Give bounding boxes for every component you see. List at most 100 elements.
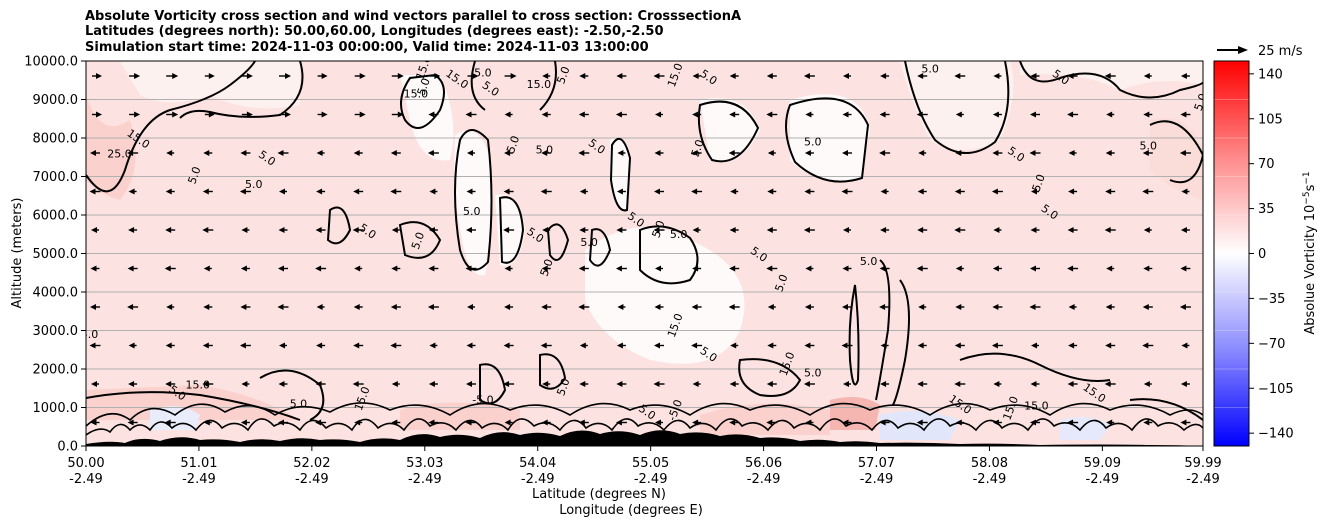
wind-vector xyxy=(1105,150,1115,156)
wind-vector xyxy=(691,150,702,156)
wind-vector xyxy=(654,188,664,195)
x-tick-label-lon: -2.49 xyxy=(860,472,894,487)
wind-vector xyxy=(542,381,551,387)
wind-vector xyxy=(692,265,702,272)
wind-vector xyxy=(166,150,175,156)
wind-vector xyxy=(128,227,138,233)
wind-vector xyxy=(390,342,402,349)
wind-vector xyxy=(427,150,439,156)
x-tick-label-lat: 57.07 xyxy=(858,456,895,471)
wind-vector xyxy=(1068,188,1078,195)
wind-vector xyxy=(916,265,928,272)
wind-vector xyxy=(164,419,176,426)
contour-label: 25.0 xyxy=(107,147,132,160)
contour-lines xyxy=(86,61,1203,421)
wind-vector xyxy=(315,381,326,387)
wind-vector xyxy=(1142,150,1153,156)
x-tick-label-lat: 50.00 xyxy=(67,456,104,471)
wind-vector xyxy=(805,419,814,426)
wind-vector xyxy=(1031,342,1039,349)
wind-vector xyxy=(429,188,438,195)
wind-vector xyxy=(616,342,626,349)
wind-vector xyxy=(503,381,515,387)
contour-label: 5.0 xyxy=(860,255,878,268)
chart-title-line-1: Absolute Vorticity cross section and win… xyxy=(85,9,742,24)
x-tick-label-lon: -2.49 xyxy=(747,472,781,487)
wind-vector xyxy=(1104,381,1116,387)
wind-vector xyxy=(615,419,627,426)
wind-vector xyxy=(504,111,513,118)
wind-vector xyxy=(692,227,701,233)
wind-vector xyxy=(202,381,214,387)
wind-vector xyxy=(278,265,288,272)
wind-vector xyxy=(992,304,1003,310)
wind-vector xyxy=(354,73,366,79)
wind-vector xyxy=(89,342,101,349)
wind-vector xyxy=(467,73,479,79)
wind-vector xyxy=(654,304,664,310)
wind-vector xyxy=(1142,188,1154,195)
wind-vector xyxy=(955,150,965,156)
wind-vector xyxy=(540,188,552,195)
wind-vector xyxy=(729,381,739,387)
wind-vector xyxy=(428,227,438,233)
y-tick-label: 3000.0 xyxy=(33,324,79,339)
wind-vector xyxy=(879,419,890,426)
y-axis: 0.0 1000.0 2000.0 3000.0 4000.0 5000.0 6000.0 7… xyxy=(24,55,86,455)
wind-vector xyxy=(917,73,928,79)
wind-vector xyxy=(166,111,179,118)
wind-vector xyxy=(954,381,966,387)
wind-vector xyxy=(239,342,251,349)
wind-vector xyxy=(1105,342,1116,349)
wind-vector xyxy=(954,188,965,195)
wind-vector xyxy=(391,227,400,233)
wind-vector xyxy=(578,150,590,156)
wind-vector xyxy=(917,381,928,387)
contour-label: 5.0 xyxy=(474,66,492,79)
x-tick-label-lon: -2.49 xyxy=(521,472,555,487)
wind-vector xyxy=(128,342,137,349)
wind-vector xyxy=(1067,419,1079,426)
wind-vector xyxy=(316,150,325,156)
wind-vector xyxy=(1067,73,1078,79)
wind-vector xyxy=(842,265,852,272)
y-tick-label: 5000.0 xyxy=(33,247,79,262)
wind-vector xyxy=(992,150,1003,156)
wind-vector xyxy=(615,265,627,272)
wind-vector xyxy=(692,381,701,387)
wind-vector xyxy=(1143,265,1153,272)
wind-vector xyxy=(653,227,665,233)
wind-vector xyxy=(240,419,250,426)
wind-vector xyxy=(129,111,141,118)
wind-vector xyxy=(1067,381,1078,387)
wind-vector xyxy=(1030,265,1040,272)
wind-vector xyxy=(467,150,475,156)
wind-vector xyxy=(1029,150,1041,156)
wind-vector xyxy=(90,265,100,272)
wind-vector xyxy=(391,419,401,426)
wind-vector xyxy=(1030,227,1040,233)
wind-vector xyxy=(504,150,514,156)
wind-vector xyxy=(92,111,102,118)
wind-vector xyxy=(1179,150,1191,156)
wind-vector xyxy=(91,227,99,233)
contour-label: 15.0 xyxy=(74,328,99,341)
wind-vector xyxy=(578,419,589,426)
wind-vector xyxy=(691,188,703,195)
wind-vector xyxy=(428,111,439,118)
wind-vector xyxy=(279,73,291,79)
wind-vector xyxy=(353,188,364,195)
wind-vector xyxy=(352,381,364,387)
contour-label: 5.0 xyxy=(670,228,688,241)
wind-vector xyxy=(842,419,852,426)
wind-vector xyxy=(579,73,589,79)
wind-vector xyxy=(917,342,927,349)
y-tick-label: 1000.0 xyxy=(33,401,79,416)
wind-vector xyxy=(880,73,890,79)
wind-vector xyxy=(391,73,404,79)
wind-vector xyxy=(466,381,476,387)
wind-vector xyxy=(165,381,176,387)
wind-vector xyxy=(1180,419,1191,426)
x-tick-label-lon: -2.49 xyxy=(182,472,216,487)
wind-vector xyxy=(767,150,776,156)
